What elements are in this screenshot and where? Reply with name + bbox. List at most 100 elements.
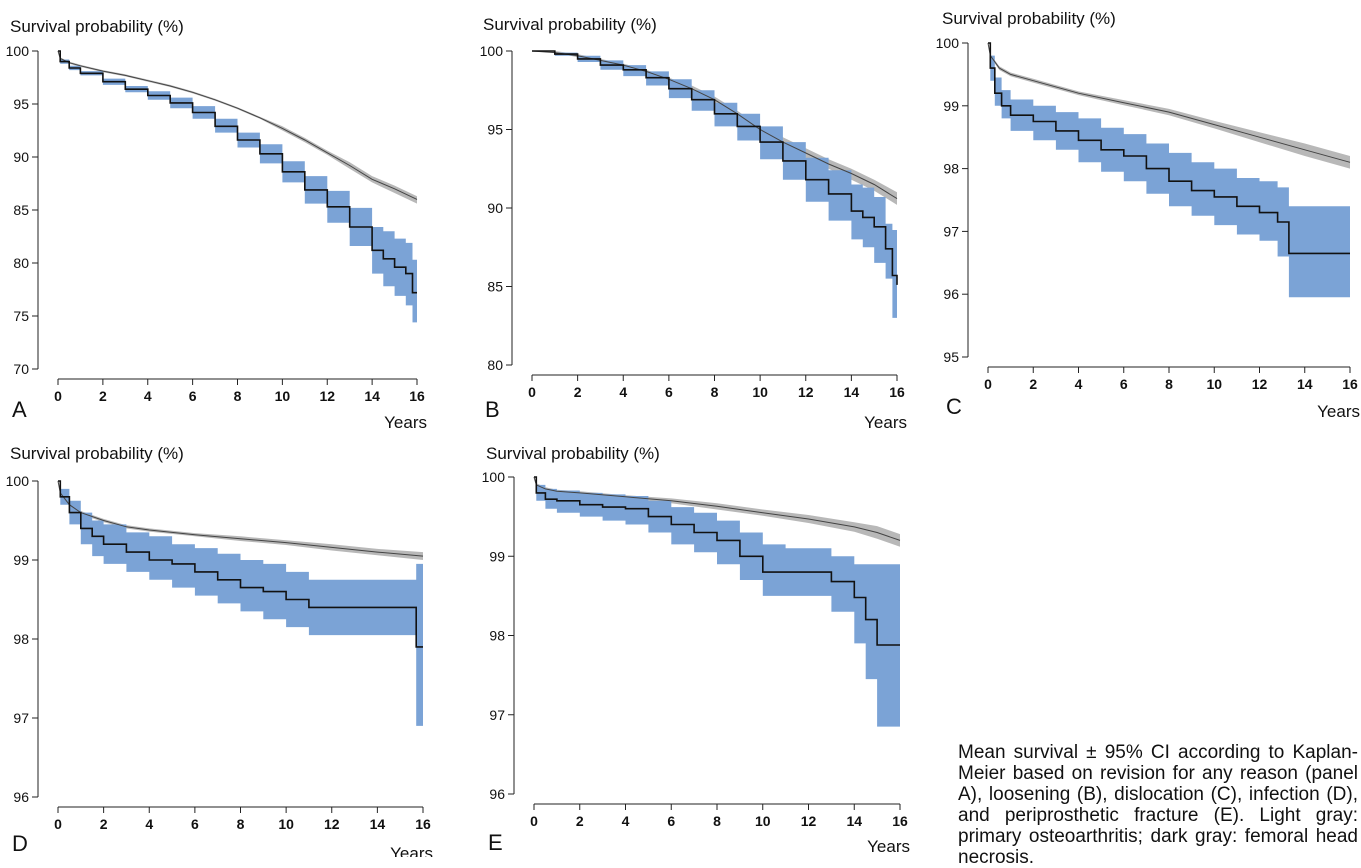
x-tick-label: 16 [415,816,431,832]
x-tick-label: 0 [54,388,62,404]
x-tick-label: 16 [889,384,905,400]
y-tick-label: 85 [487,279,503,295]
y-tick-label: 100 [480,43,504,59]
y-tick-label: 100 [936,35,960,51]
x-tick-label: 8 [711,384,719,400]
y-tick-label: 90 [13,149,29,165]
x-axis-label: Years [390,844,433,857]
x-tick-label: 10 [1206,376,1222,392]
y-tick-label: 98 [13,631,29,647]
x-tick-label: 2 [1029,376,1037,392]
y-tick-label: 95 [487,122,503,138]
x-tick-label: 14 [370,816,386,832]
x-axis-label: Years [864,413,907,432]
x-tick-label: 14 [846,813,862,829]
y-tick-label: 98 [489,628,505,644]
y-tick-label: 100 [6,473,30,489]
x-tick-label: 8 [237,816,245,832]
x-tick-label: 10 [752,384,768,400]
x-tick-label: 12 [798,384,814,400]
y-tick-label: 99 [489,548,505,564]
x-tick-label: 6 [191,816,199,832]
y-tick-label: 99 [943,98,959,114]
x-tick-label: 4 [622,813,630,829]
panel-a: Survival probability (%)AYears7075808590… [6,17,427,432]
panel-title: Survival probability (%) [942,9,1116,28]
survival-line-black [532,50,898,285]
y-tick-label: 95 [943,349,959,365]
x-tick-label: 6 [189,388,197,404]
panel-title: Survival probability (%) [10,17,184,36]
survival-line-gray [987,42,1351,163]
x-tick-label: 2 [574,384,582,400]
y-tick-label: 75 [13,308,29,324]
y-tick-label: 70 [13,361,29,377]
y-tick-label: 100 [6,43,30,59]
x-tick-label: 10 [278,816,294,832]
x-tick-label: 12 [324,816,340,832]
x-tick-label: 6 [665,384,673,400]
x-tick-label: 0 [984,376,992,392]
panel-letter: A [12,397,27,422]
x-tick-label: 6 [1120,376,1128,392]
y-tick-label: 100 [482,469,506,485]
survival-line-black [58,50,417,294]
x-tick-label: 0 [528,384,536,400]
ci-band-gray [58,481,423,560]
x-tick-label: 8 [1165,376,1173,392]
x-tick-label: 6 [667,813,675,829]
panel-letter: E [488,830,503,855]
ci-band-blue [534,477,900,727]
x-tick-label: 10 [755,813,771,829]
y-tick-label: 90 [487,200,503,216]
y-tick-label: 80 [487,357,503,373]
x-tick-label: 0 [54,816,62,832]
panel-e: Survival probability (%) E Years 96 97 98 99 10… [482,444,910,856]
survival-line-black [534,476,900,646]
x-tick-label: 14 [1297,376,1313,392]
x-tick-label: 4 [145,816,153,832]
x-tick-label: 2 [100,816,108,832]
panel-letter: D [12,831,28,856]
x-tick-label: 14 [844,384,860,400]
x-axis-label: Years [867,837,910,856]
x-tick-label: 12 [319,388,335,404]
x-tick-label: 4 [619,384,627,400]
y-tick-label: 85 [13,202,29,218]
panel-d: Survival probability (%) D Years 96 97 98 99 10… [6,444,433,857]
y-tick-label: 95 [13,96,29,112]
survival-line-black [58,480,423,648]
y-tick-label: 97 [943,223,959,239]
y-tick-label: 96 [489,786,505,802]
x-tick-label: 0 [530,813,538,829]
panel-c: Survival probability (%) C Years 95 96 97 98 99… [936,9,1360,421]
x-tick-label: 12 [1252,376,1268,392]
y-tick-label: 97 [13,710,29,726]
x-tick-label: 2 [99,388,107,404]
ci-band-blue [58,481,423,726]
x-tick-label: 16 [892,813,908,829]
survival-line-black [988,42,1350,255]
y-tick-label: 96 [943,286,959,302]
survival-line-gray [57,50,418,200]
y-tick-label: 98 [943,161,959,177]
figure-caption: Mean survival ± 95% CI according to Kapl… [958,742,1358,868]
x-tick-label: 8 [234,388,242,404]
x-axis-label: Years [384,413,427,432]
x-tick-label: 16 [1342,376,1358,392]
panel-b: Survival probability (%)BYears8085909510… [480,15,907,432]
y-tick-label: 99 [13,552,29,568]
x-tick-label: 10 [275,388,291,404]
x-tick-label: 12 [801,813,817,829]
y-tick-label: 97 [489,707,505,723]
x-tick-label: 4 [144,388,152,404]
ci-band-blue [58,51,417,323]
panel-letter: B [485,397,500,422]
x-tick-label: 8 [713,813,721,829]
panel-letter: C [946,394,962,419]
panel-title: Survival probability (%) [483,15,657,34]
x-tick-label: 14 [364,388,380,404]
y-tick-label: 80 [13,255,29,271]
y-tick-label: 96 [13,789,29,805]
